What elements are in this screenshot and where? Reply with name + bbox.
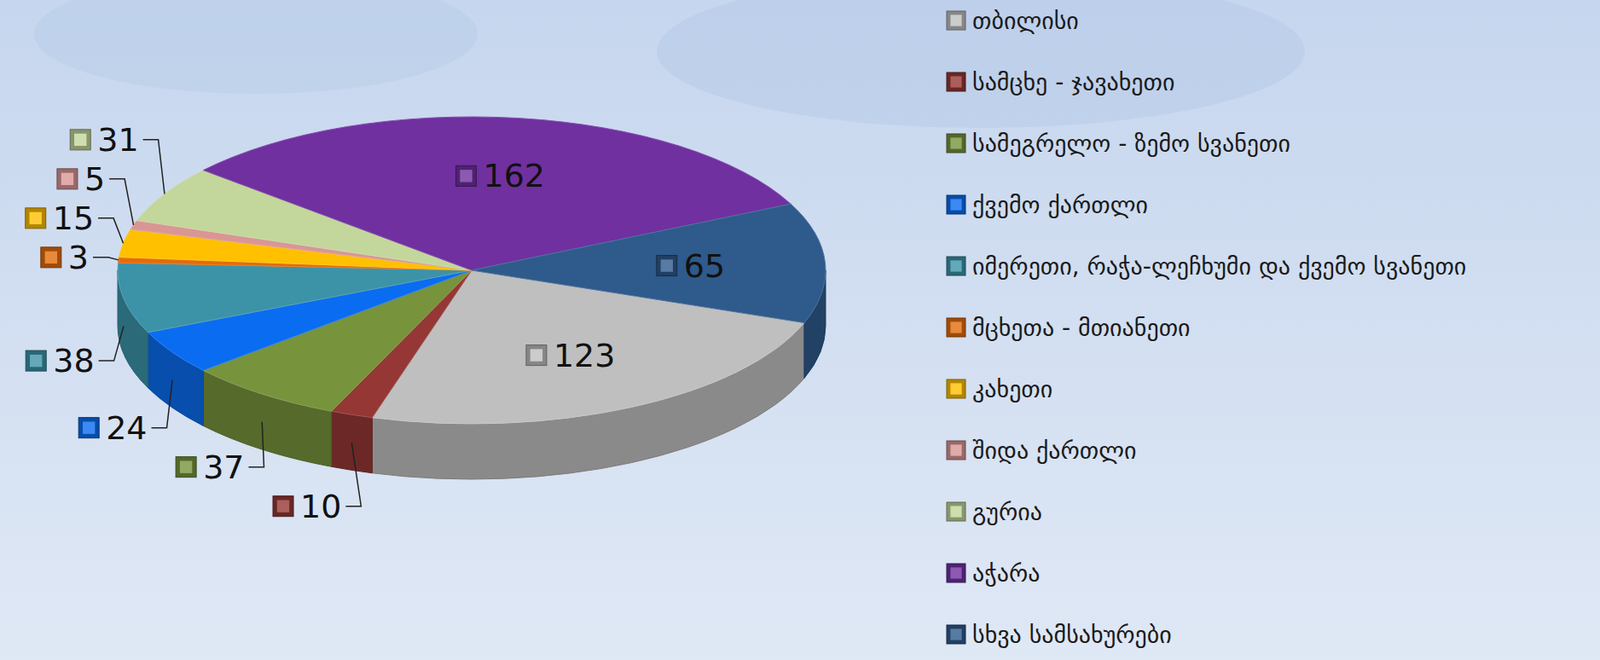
data-label: 24 (105, 409, 147, 447)
data-label: 65 (684, 247, 725, 285)
data-label-key (456, 165, 477, 186)
data-label-key (78, 417, 99, 439)
legend-key (946, 318, 966, 337)
pie (117, 116, 826, 480)
legend-key (946, 195, 966, 215)
slice (117, 262, 472, 333)
legend-key (946, 625, 966, 644)
leader-line (248, 422, 264, 468)
legend-key (946, 11, 966, 30)
legend-label: ქვემო ქართლი (972, 191, 1148, 220)
data-label-key (25, 350, 47, 372)
legend-label: კახეთი (972, 375, 1053, 404)
slice (471, 203, 826, 323)
data-label: 10 (300, 487, 342, 526)
data-label-key (656, 255, 678, 277)
legend-label: სამცხე - ჯავახეთი (972, 68, 1176, 97)
leader-line (109, 179, 134, 226)
data-label: 31 (97, 121, 139, 159)
data-label-key (69, 129, 91, 151)
legend-key (946, 133, 966, 153)
decor (656, 0, 1305, 128)
legend-label: შიდა ქართლი (972, 436, 1137, 465)
leader-line (143, 139, 165, 195)
data-label-key (57, 168, 78, 190)
legend-label: მცხეთა - მთიანეთი (972, 313, 1191, 343)
legend-label: აჭარა (972, 559, 1041, 588)
legend: თბილისი სამცხე - ჯავახეთი სამეგრელო - ზემო… (946, 6, 1467, 650)
data-label: 123 (553, 336, 616, 375)
legend-key (946, 440, 966, 460)
legend-key (946, 72, 966, 92)
data-labels: 123 162 65 10 37 24 38 315531 (25, 121, 725, 526)
legend-label: სხვა სამსახურები (972, 620, 1172, 650)
data-label: 5 (84, 160, 105, 198)
leader-line (151, 380, 174, 429)
data-label: 162 (483, 156, 546, 195)
legend-key (946, 563, 966, 583)
data-label-key (272, 496, 294, 517)
data-label: 15 (52, 199, 94, 238)
legend-key (946, 379, 966, 399)
legend-label: იმერეთი, რაჭა-ლეჩხუმი და ქვემო სვანეთი (972, 252, 1467, 281)
data-label-key (25, 208, 47, 229)
legend-label: თბილისი (972, 6, 1079, 35)
leader-line (98, 218, 123, 244)
legend-key (946, 502, 966, 522)
leader-line (92, 257, 119, 261)
decor (34, 0, 478, 94)
legend-label: სამეგრელო - ზემო სვანეთი (972, 129, 1291, 158)
legend-key (946, 256, 966, 276)
data-label-key (526, 345, 547, 366)
slice-side (331, 411, 373, 473)
data-label: 37 (202, 448, 244, 487)
legend-label: გურია (972, 498, 1043, 527)
chart: 123 162 65 10 37 24 38 315531 თბილისი სამცხე - ჯა… (0, 0, 1600, 660)
data-label: 3 (68, 238, 89, 277)
data-label-key (40, 247, 62, 268)
data-label-key (175, 457, 197, 478)
data-label: 38 (52, 342, 94, 380)
leader-line (98, 325, 124, 361)
leader-line (345, 442, 361, 507)
